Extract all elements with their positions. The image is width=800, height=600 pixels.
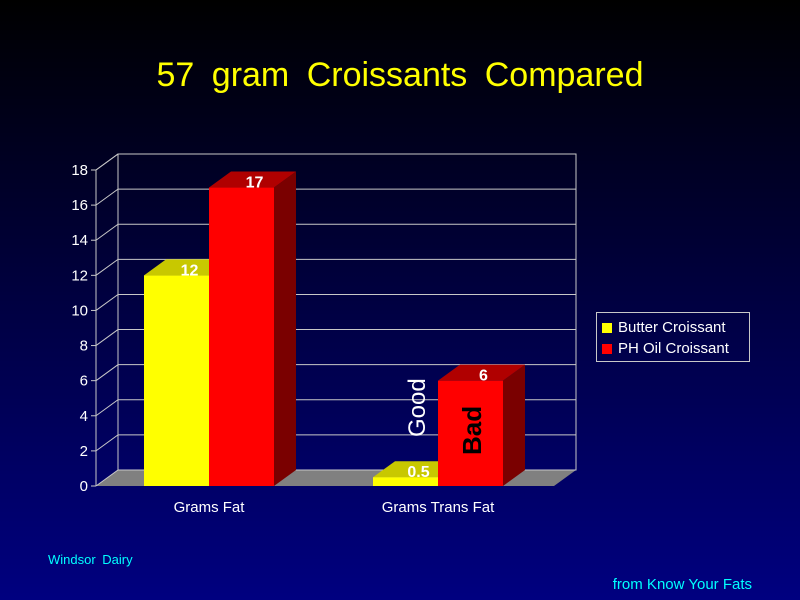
annotation-bad: Bad — [457, 406, 487, 455]
x-category-label: Grams Trans Fat — [382, 499, 495, 516]
bar — [438, 380, 503, 486]
gridline — [95, 329, 576, 346]
y-tick-label: 6 — [80, 373, 88, 390]
chart-bars — [144, 171, 525, 487]
legend-label-oil: PH Oil Croissant — [618, 340, 729, 357]
gridline — [95, 188, 576, 206]
x-category-label: Grams Fat — [174, 499, 246, 516]
chart-legend: Butter Croissant PH Oil Croissant — [596, 312, 750, 362]
gridline — [95, 399, 576, 417]
legend-label-butter: Butter Croissant — [618, 319, 726, 336]
data-label: 17 — [246, 175, 264, 192]
bar-side — [274, 171, 296, 487]
y-tick-label: 4 — [80, 408, 88, 425]
data-label: 0.5 — [407, 464, 429, 481]
y-tick-label: 2 — [80, 443, 88, 460]
legend-item-oil: PH Oil Croissant — [602, 338, 749, 359]
gridline — [95, 293, 576, 311]
bar — [144, 275, 209, 486]
legend-swatch-oil — [602, 343, 612, 354]
y-tick-label: 12 — [71, 267, 88, 284]
legend-item-butter: Butter Croissant — [602, 317, 749, 338]
bar-top — [209, 171, 296, 188]
bar-top — [438, 364, 525, 381]
y-tick-label: 0 — [80, 478, 88, 495]
annotation-good: Good — [404, 378, 431, 437]
footer-left: Windsor Dairy — [48, 552, 133, 567]
gridline — [95, 364, 576, 382]
chart-gridlines — [95, 153, 576, 487]
y-tick-label: 8 — [80, 338, 88, 355]
gridline — [95, 153, 576, 171]
y-tick-label: 18 — [71, 162, 88, 179]
y-tick-label: 16 — [71, 197, 88, 214]
y-axis: 0 2 4 6 8 10 12 14 16 18 — [71, 162, 96, 495]
chart-title: 57 gram Croissants Compared — [156, 56, 644, 94]
bar-side — [503, 364, 525, 486]
gridline — [95, 258, 576, 276]
footer-right: from Know Your Fats — [612, 576, 752, 593]
data-label: 6 — [479, 368, 488, 385]
y-tick-label: 10 — [71, 302, 88, 319]
bar — [373, 477, 438, 486]
bar — [209, 187, 274, 487]
legend-swatch-butter — [602, 322, 612, 333]
chart-labels: 12 0.5 17 6 Grams Fat Grams Trans Fat — [174, 175, 496, 516]
gridline — [95, 223, 576, 241]
y-tick-label: 14 — [71, 232, 88, 249]
gridline — [95, 434, 576, 452]
data-label: 12 — [181, 262, 199, 279]
